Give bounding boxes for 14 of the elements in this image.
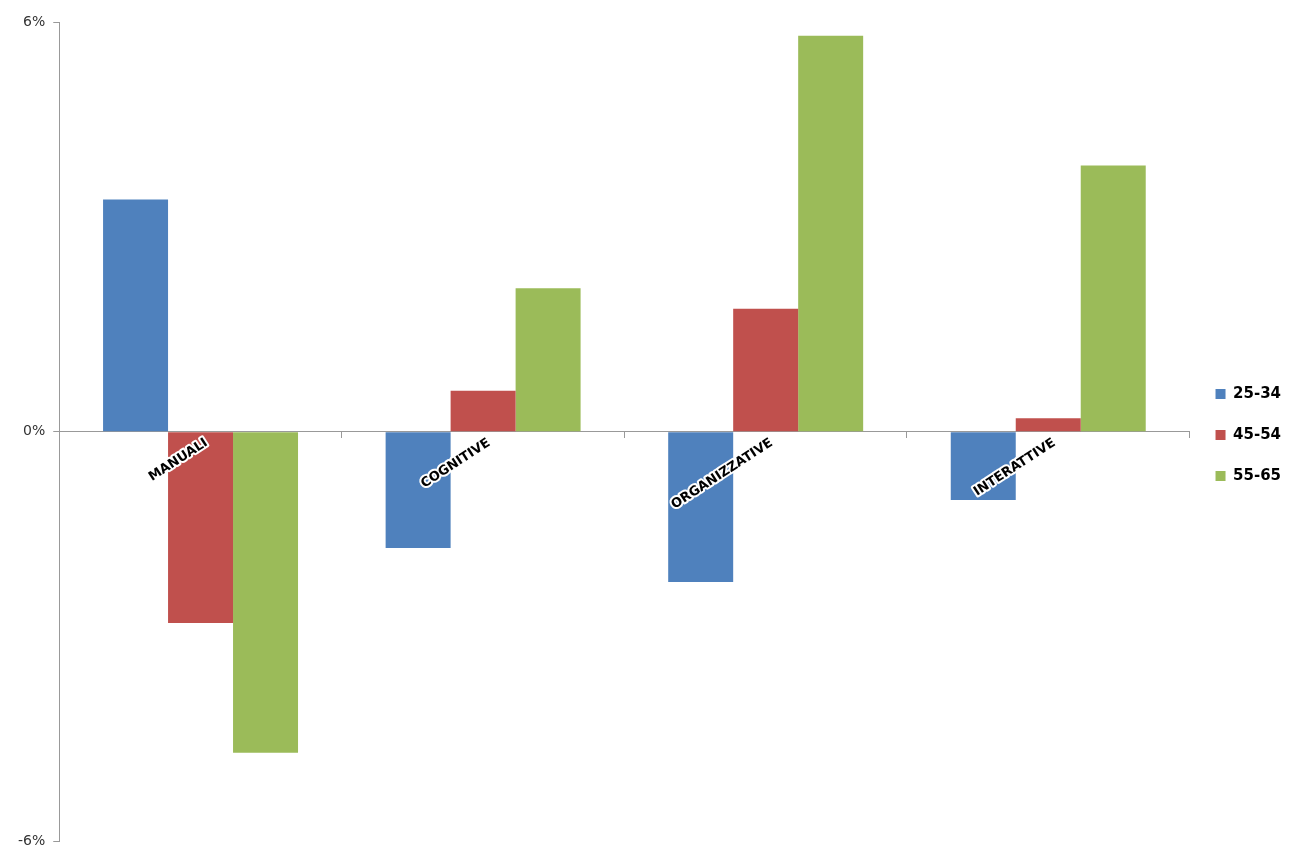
- y-tick-label: 6%: [23, 12, 46, 29]
- legend-label: 25-34: [1233, 383, 1282, 402]
- bar: [1080, 165, 1146, 432]
- bar: [450, 390, 516, 432]
- bar: [733, 308, 799, 432]
- bar: [515, 288, 581, 432]
- bar: [798, 35, 864, 432]
- bar: [233, 432, 299, 753]
- legend-label: 45-54: [1233, 424, 1282, 443]
- y-tick-label: -6%: [18, 832, 46, 849]
- bar: [1015, 418, 1081, 432]
- bar: [103, 199, 169, 432]
- legend-label: 55-65: [1233, 465, 1282, 484]
- y-tick-label: 0%: [23, 422, 46, 439]
